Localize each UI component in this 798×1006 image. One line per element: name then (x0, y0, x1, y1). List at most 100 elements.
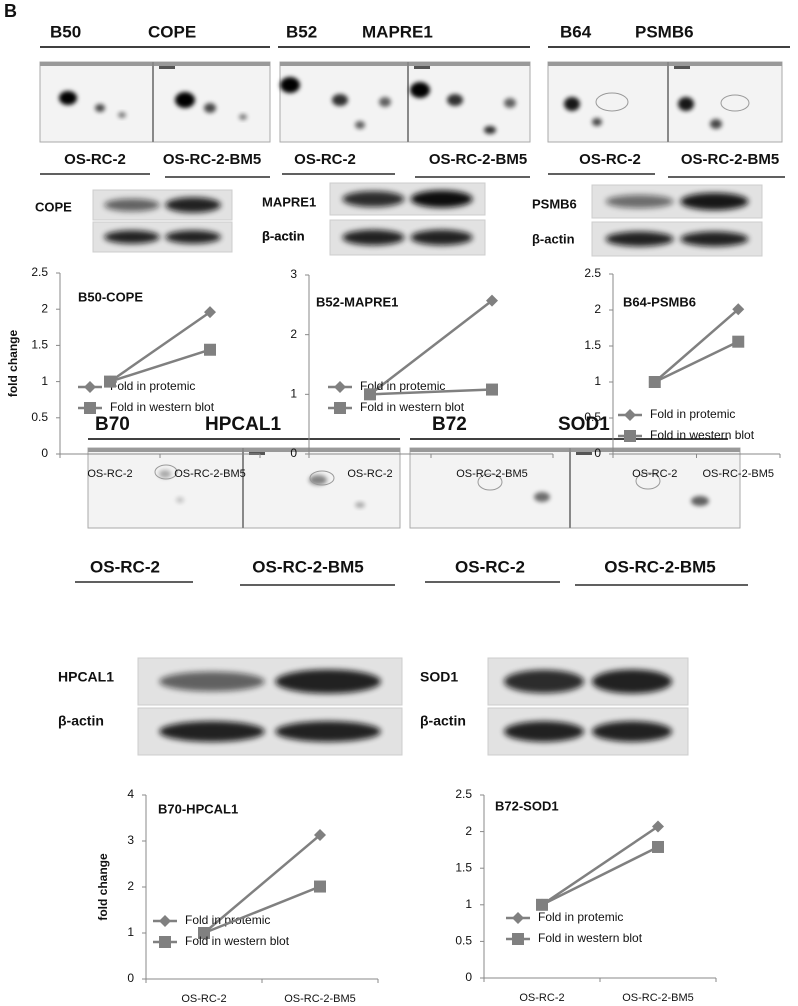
y-tick-label: 3 (290, 267, 297, 281)
spot-outline (154, 464, 178, 480)
series-line (109, 348, 211, 383)
protein-spot (710, 119, 722, 129)
series-line (203, 834, 321, 934)
spot-id: B64 (560, 22, 592, 41)
diamond-marker (486, 294, 498, 307)
x-tick-label: OS-RC-2 (347, 468, 392, 480)
diamond-marker (624, 409, 636, 421)
blot-band (592, 669, 672, 694)
blot-label: SOD1 (420, 669, 458, 685)
x-tick-label: OS-RC-2-BM5 (702, 468, 774, 480)
square-marker (334, 402, 346, 414)
y-tick-label: 1 (290, 387, 297, 401)
blot-band (165, 230, 221, 244)
protein-name: COPE (148, 22, 196, 41)
spot-id: B72 (432, 414, 467, 435)
spot-outline (635, 472, 661, 490)
y-tick-label: 1.5 (31, 338, 48, 352)
square-marker (104, 375, 116, 388)
square-marker (648, 376, 661, 388)
lane-label: OS-RC-2-BM5 (163, 151, 261, 168)
series-line (653, 308, 740, 383)
diamond-marker (84, 381, 96, 393)
chart-title: B64-PSMB6 (623, 294, 696, 309)
square-marker (624, 430, 636, 442)
blot-band (592, 721, 672, 742)
spot-id: B52 (286, 22, 317, 41)
legend-label: Fold in western blot (538, 931, 643, 945)
y-axis-label: fold change (96, 853, 110, 921)
y-tick-label: 2.5 (455, 787, 472, 801)
gel-marker (674, 66, 690, 69)
diamond-marker (512, 912, 524, 924)
protein-spot (95, 104, 105, 112)
lane-label: OS-RC-2 (64, 151, 126, 168)
gel-strip (40, 62, 270, 66)
lane-label: OS-RC-2 (455, 557, 525, 576)
y-tick-label: 0 (127, 971, 134, 985)
blot-band (410, 190, 473, 208)
gel-marker (159, 66, 175, 69)
spot-id: B50 (50, 22, 81, 41)
square-marker (159, 936, 171, 948)
blot-label: β-actin (262, 228, 305, 243)
protein-spot (691, 496, 709, 506)
diamond-marker (204, 306, 216, 319)
gel-image (39, 61, 271, 143)
blot-band (605, 194, 674, 209)
gel-strip (280, 62, 530, 66)
blot-band (605, 231, 674, 247)
y-tick-label: 2 (290, 327, 297, 341)
protein-spot (447, 94, 463, 106)
spot-outline (309, 470, 335, 486)
y-tick-label: 3 (127, 833, 134, 847)
lane-label: OS-RC-2-BM5 (604, 557, 715, 576)
square-marker (84, 402, 96, 414)
protein-spot (59, 91, 77, 105)
y-tick-label: 0.5 (584, 410, 601, 424)
blot-band (342, 191, 405, 207)
series-line (541, 845, 659, 906)
blot-band (165, 197, 221, 213)
y-tick-label: 0 (465, 970, 472, 984)
gel-strip (410, 448, 740, 452)
y-tick-label: 1.5 (455, 860, 472, 874)
series-line (203, 885, 321, 935)
square-marker (652, 840, 664, 853)
series-line (654, 340, 739, 384)
blot-band (410, 229, 473, 246)
panel-label: B (4, 1, 17, 21)
x-tick-label: OS-RC-2 (632, 468, 677, 480)
chart-title: B52-MAPRE1 (316, 294, 398, 309)
diamond-marker (159, 915, 171, 927)
y-tick-label: 0 (290, 446, 297, 460)
series-line (541, 825, 659, 906)
x-tick-label: OS-RC-2 (181, 993, 226, 1005)
protein-spot (204, 103, 216, 113)
x-tick-label: OS-RC-2-BM5 (174, 468, 246, 480)
square-marker (732, 335, 745, 348)
y-tick-label: 2 (41, 301, 48, 315)
lane-label: OS-RC-2 (579, 151, 641, 168)
protein-spot (592, 118, 602, 126)
protein-spot (355, 502, 365, 508)
protein-spot (175, 92, 195, 108)
spot-outline (720, 94, 750, 112)
square-marker (204, 343, 216, 356)
y-tick-label: 1 (594, 374, 601, 388)
blot-band (680, 192, 749, 211)
protein-spot (239, 114, 247, 120)
lane-label: OS-RC-2-BM5 (429, 151, 527, 168)
square-marker (536, 898, 548, 911)
spot-outline (477, 473, 503, 491)
y-tick-label: 2.5 (584, 266, 601, 280)
protein-spot (504, 98, 516, 108)
series-line (109, 311, 211, 383)
lane-label: OS-RC-2-BM5 (252, 557, 363, 576)
blot-band (104, 198, 160, 212)
legend-label: Fold in protemic (650, 407, 735, 421)
protein-spot (159, 470, 171, 478)
blot-label: PSMB6 (532, 196, 577, 211)
protein-spot (280, 77, 300, 93)
